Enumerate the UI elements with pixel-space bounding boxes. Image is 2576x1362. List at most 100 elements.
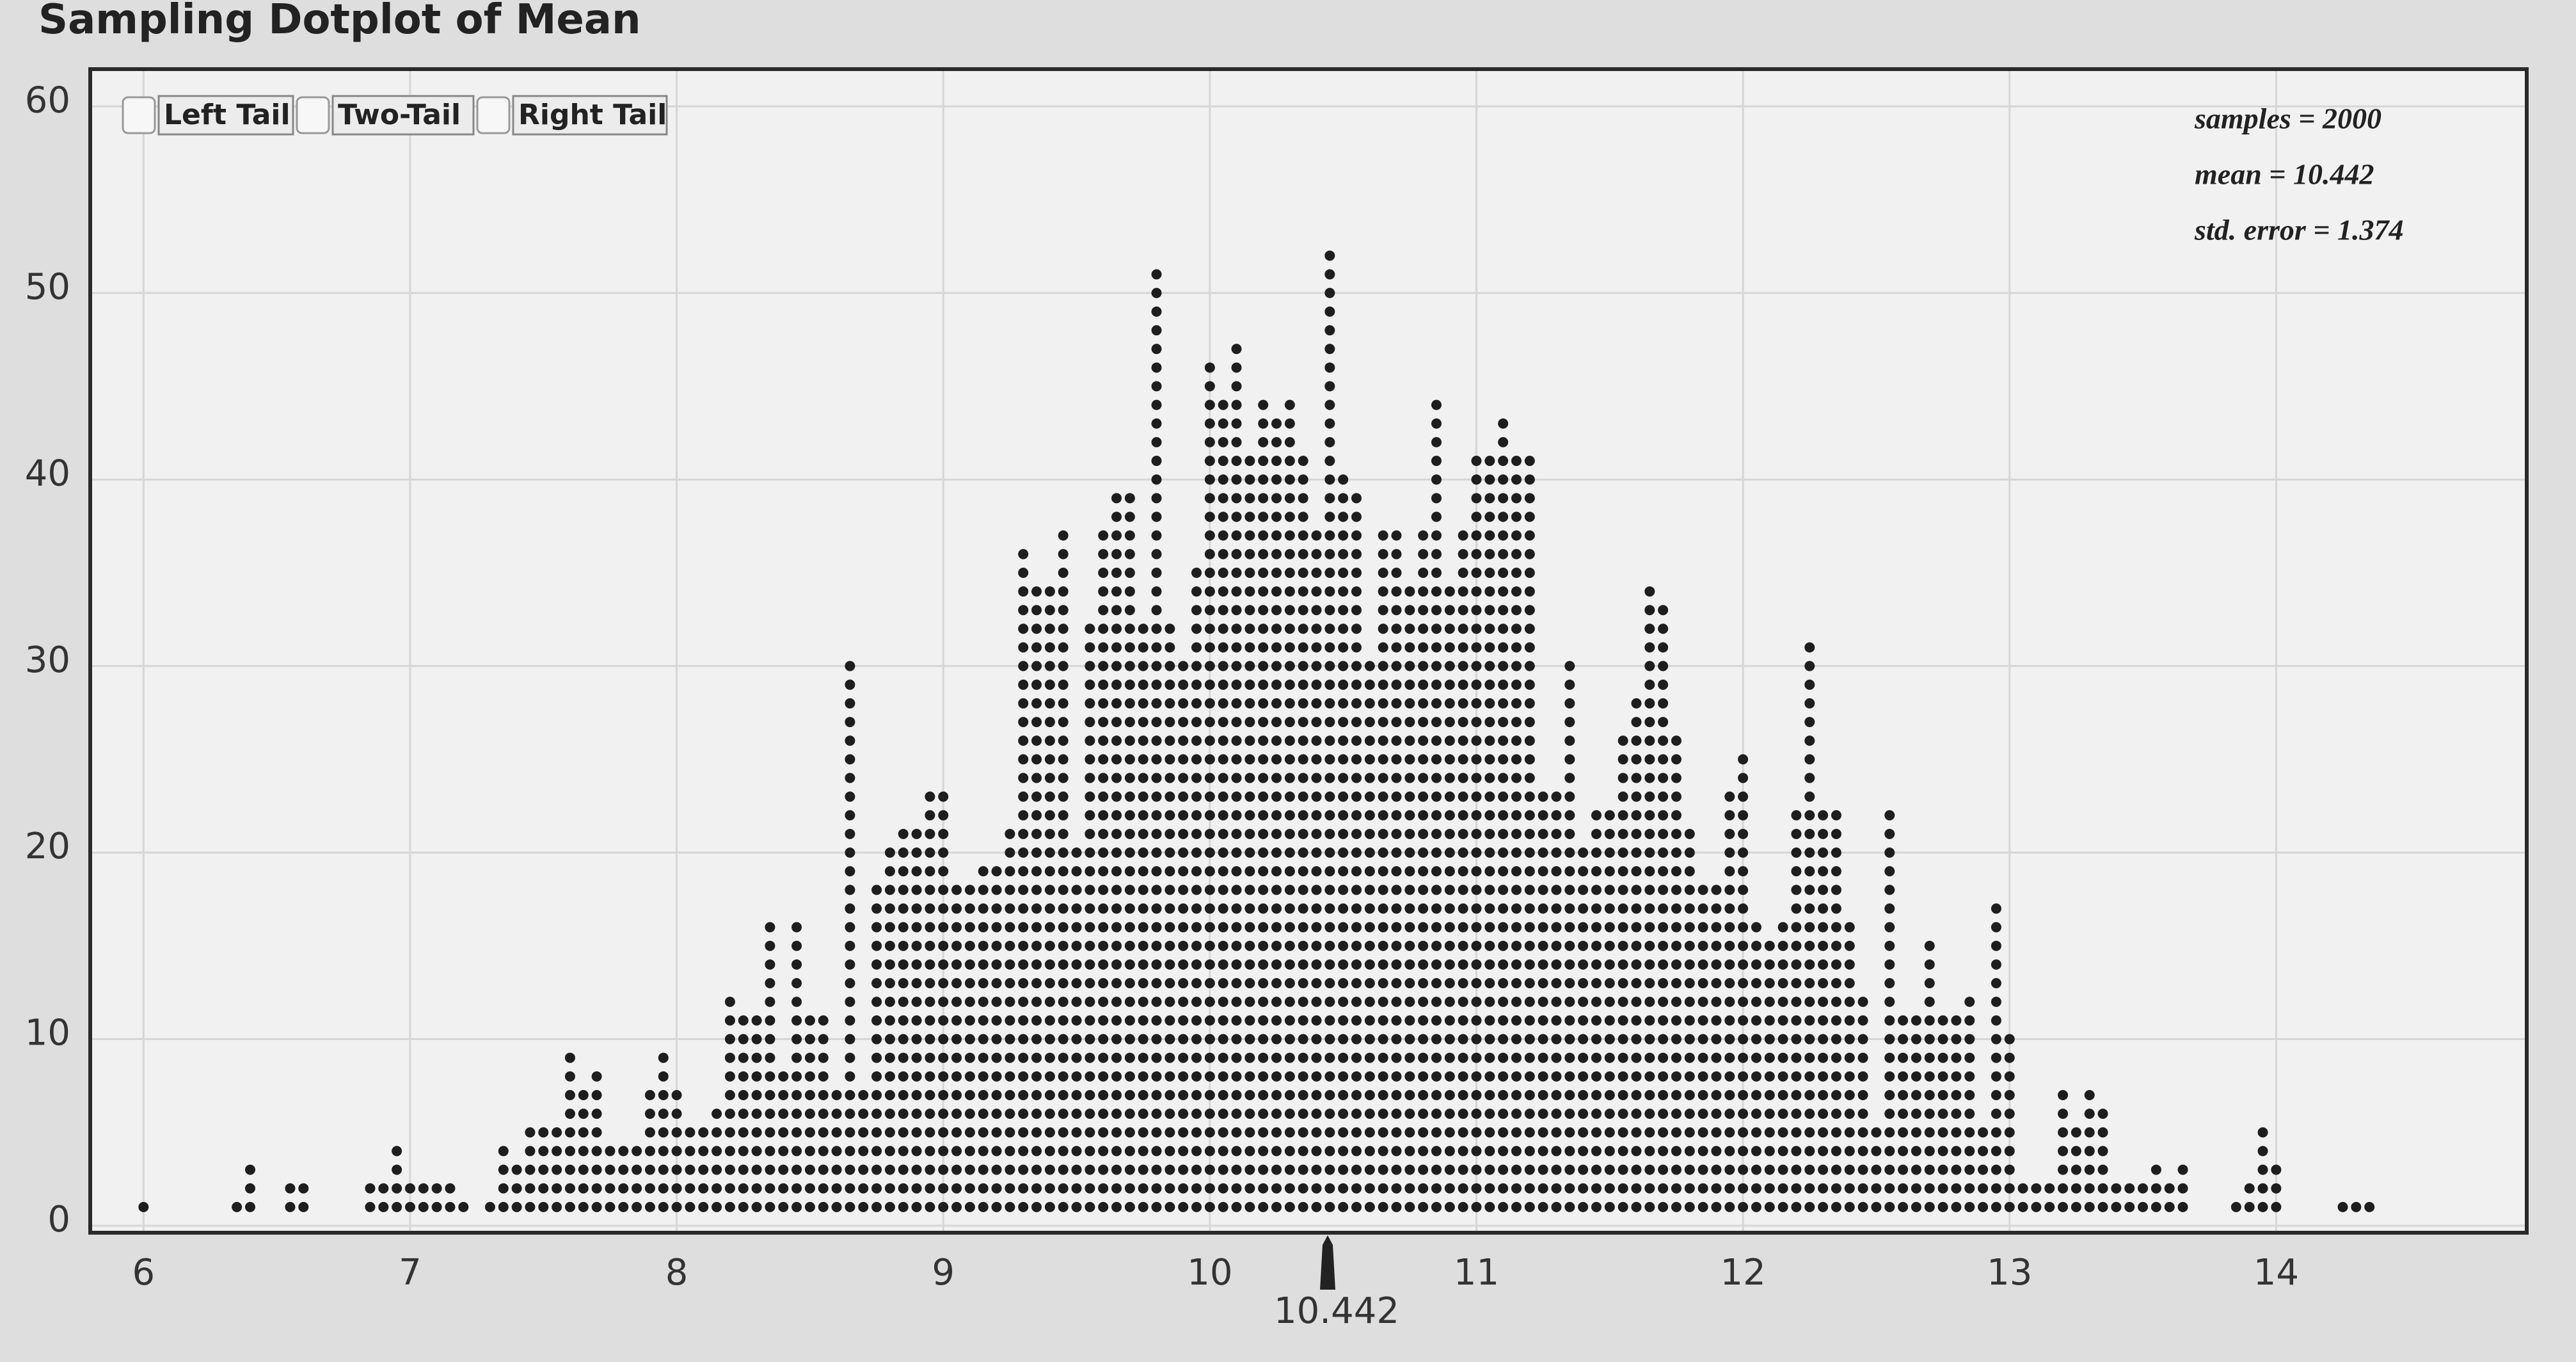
dot [2177,1201,2188,1212]
dot [1604,828,1615,839]
dot [1924,1109,1935,1119]
dot [1018,903,1029,914]
dot [1031,1052,1042,1063]
checkbox-label-box[interactable] [512,95,668,136]
dot [658,1052,669,1063]
dot [2084,1201,2095,1212]
dot [1724,903,1735,914]
dot [1191,567,1202,578]
checkbox-label-box[interactable] [331,95,475,136]
dot [2084,1183,2095,1194]
dot [1618,1146,1628,1157]
dot [1684,1109,1695,1119]
checkbox-label[interactable]: Right Tail [518,99,667,131]
dot [1324,1052,1335,1063]
checkbox-label[interactable]: Two-Tail [338,99,461,131]
dot [618,1146,629,1157]
dot [1324,885,1335,895]
dot [1031,1109,1042,1119]
dot [791,940,802,951]
dot [1804,1089,1815,1100]
dot [1551,1183,1562,1194]
dot [2257,1127,2268,1138]
dot [1044,642,1055,653]
dot [1311,567,1322,578]
checkbox[interactable] [122,96,156,134]
dot [1498,1034,1509,1045]
dot [1484,1071,1495,1082]
dot [1378,1164,1388,1175]
dot [1324,1201,1335,1212]
dot [1005,885,1015,895]
dot [1391,922,1402,933]
dot [1151,810,1162,821]
dot [1351,828,1362,839]
dot [1551,866,1562,877]
dot [1018,1052,1029,1063]
dot [1298,530,1308,541]
dot [1524,997,1535,1007]
dot [1005,847,1015,858]
dot [1498,1146,1509,1157]
dot [2058,1109,2069,1119]
dot [1578,885,1589,895]
dot [1204,679,1215,690]
dot [1271,1052,1282,1063]
dot [978,1127,989,1138]
dot-column [1937,1015,1948,1212]
dot [1431,773,1442,783]
dot [1244,698,1255,709]
dot [1724,1127,1735,1138]
checkbox[interactable] [296,96,330,134]
dot [871,1164,882,1175]
dot [1311,959,1322,970]
dot [1551,1071,1562,1082]
dot [1231,773,1242,783]
dot [991,885,1002,895]
checkbox[interactable] [476,96,511,134]
dot [1005,1071,1015,1082]
dot [1031,1015,1042,1026]
dot [1284,1127,1295,1138]
dot [1044,1183,1055,1194]
dot [938,1089,949,1100]
dot [1191,679,1202,690]
dot [1298,1089,1308,1100]
dot [1738,978,1749,989]
dot [1244,605,1255,616]
checkbox-label-box[interactable] [157,95,294,136]
dot [1151,381,1162,392]
dot [1284,791,1295,802]
dot-column [1404,586,1415,1212]
dot [1831,1146,1841,1157]
dot [871,997,882,1007]
dot-column [2044,1183,2055,1212]
dot [845,698,855,709]
dot [1311,1164,1322,1175]
dot [1444,698,1455,709]
dot [1191,698,1202,709]
dot-column [2271,1164,2282,1212]
dot [845,1109,855,1119]
x-tick-label: 11 [1454,1252,1499,1294]
dot [1777,1201,1788,1212]
dot [1484,1089,1495,1100]
dot [1005,997,1015,1007]
dot [1124,493,1135,504]
dot [1844,940,1855,951]
dot [1684,1089,1695,1100]
dot [1351,1071,1362,1082]
dot [738,1201,749,1212]
dot [938,1052,949,1063]
dot [1538,810,1548,821]
dot [1351,791,1362,802]
dot [1511,940,1522,951]
dot [1018,1109,1029,1119]
dot [1458,940,1468,951]
dot [925,810,935,821]
checkbox-label[interactable]: Left Tail [164,99,290,131]
dot [1898,1034,1909,1045]
dot [1818,959,1829,970]
dot [1511,1201,1522,1212]
dot [1484,940,1495,951]
